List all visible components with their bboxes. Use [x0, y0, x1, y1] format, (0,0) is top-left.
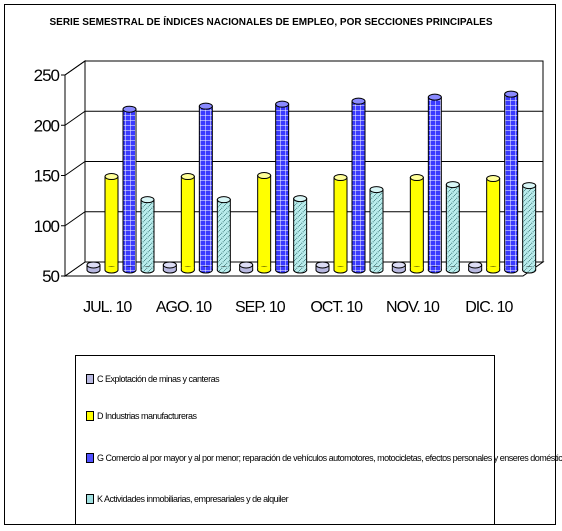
bar-k-2	[293, 195, 308, 274]
legend-swatch-c	[86, 374, 94, 384]
bar-d-2	[257, 172, 272, 274]
bar-d-5	[486, 175, 501, 274]
bar-g-4	[427, 93, 442, 274]
legend-swatch-g	[86, 453, 94, 463]
bar-k-3	[369, 186, 384, 274]
legend-label-g: G Comercio al por mayor y al por menor; …	[97, 453, 562, 463]
legend-item-d: D Industrias manufactureras	[86, 411, 197, 421]
x-category-label: OCT. 10	[310, 299, 363, 316]
legend-label-c: C Explotación de minas y canteras	[97, 374, 220, 384]
bar-d-1	[180, 173, 195, 274]
bar-k-4	[445, 181, 460, 274]
x-category-label: JUL. 10	[83, 299, 132, 316]
x-category-label: NOV. 10	[386, 299, 440, 316]
labels: 50 100 150 200 250 JUL. 10 AGO. 10 SEP. 10 OCT. …	[34, 66, 515, 316]
bar-c-5	[468, 261, 483, 274]
y-tick-label: 250	[34, 66, 60, 85]
bar-g-1	[198, 102, 213, 274]
bar-g-2	[275, 100, 290, 274]
bar-g-5	[504, 90, 519, 274]
y-tick-label: 150	[34, 167, 60, 186]
legend-label-d: D Industrias manufactureras	[97, 411, 197, 421]
bar-k-1	[216, 196, 231, 274]
legend-swatch-k	[86, 494, 94, 504]
bar-c-1	[162, 261, 177, 274]
legend-item-k: K Actividades inmobiliarias, empresarial…	[86, 494, 289, 504]
bar-k-0	[140, 196, 155, 274]
bar-g-0	[122, 105, 137, 274]
bar-c-4	[391, 261, 406, 274]
bars	[86, 90, 537, 274]
legend-label-k: K Actividades inmobiliarias, empresarial…	[97, 494, 289, 504]
bar-k-5	[522, 182, 537, 274]
y-tick-label: 200	[34, 116, 60, 135]
bar-g-3	[351, 97, 366, 274]
gridline	[64, 110, 543, 126]
gridline	[64, 60, 543, 76]
gridline	[64, 211, 543, 227]
legend-swatch-d	[86, 411, 94, 421]
x-category-label: AGO. 10	[156, 299, 212, 316]
chart-canvas: SERIE SEMESTRAL DE ÍNDICES NACIONALES DE…	[34, 15, 545, 316]
chart-title: SERIE SEMESTRAL DE ÍNDICES NACIONALES DE…	[49, 15, 492, 28]
bar-c-2	[239, 261, 254, 274]
legend: C Explotación de minas y canteras D Indu…	[75, 355, 562, 525]
bar-d-0	[104, 173, 119, 274]
legend-item-g: G Comercio al por mayor y al por menor; …	[86, 453, 562, 463]
x-category-label: SEP. 10	[235, 299, 286, 316]
y-tick-label: 100	[34, 217, 60, 236]
bar-d-3	[333, 174, 348, 274]
bar-c-0	[86, 261, 101, 274]
gridline	[64, 161, 543, 176]
x-category-label: DIC. 10	[465, 299, 513, 316]
bar-d-4	[409, 174, 424, 274]
bar-c-3	[315, 261, 330, 274]
legend-item-c: C Explotación de minas y canteras	[86, 374, 220, 384]
chart-frame: SERIE SEMESTRAL DE ÍNDICES NACIONALES DE…	[4, 4, 562, 525]
y-tick-label: 50	[42, 267, 59, 286]
